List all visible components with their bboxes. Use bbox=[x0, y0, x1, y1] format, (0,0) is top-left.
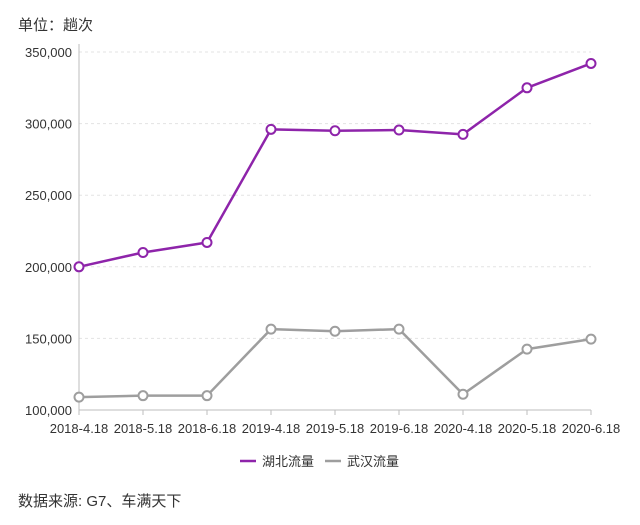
data-point bbox=[265, 323, 277, 335]
legend: 湖北流量 武汉流量 bbox=[240, 454, 399, 469]
series-group bbox=[73, 57, 597, 403]
data-point bbox=[521, 343, 533, 355]
data-point bbox=[137, 246, 149, 258]
y-tick-label: 300,000 bbox=[25, 117, 72, 132]
source-label: 数据来源: G7、车满天下 bbox=[18, 493, 182, 510]
data-point bbox=[585, 57, 597, 69]
data-point bbox=[585, 333, 597, 345]
y-tick-label: 150,000 bbox=[25, 331, 72, 346]
data-point bbox=[73, 261, 85, 273]
x-tick-label: 2020-6.18 bbox=[562, 421, 621, 436]
grid-lines bbox=[79, 51, 591, 339]
data-point bbox=[393, 124, 405, 136]
data-point bbox=[201, 236, 213, 248]
y-axis: 100,000 150,000 200,000 250,000 300,000 350,0… bbox=[25, 44, 80, 418]
data-point bbox=[265, 123, 277, 135]
data-point bbox=[329, 125, 341, 137]
x-tick-label: 2018-6.18 bbox=[178, 421, 237, 436]
data-point bbox=[457, 388, 469, 400]
data-point bbox=[201, 390, 213, 402]
unit-label: 单位：趟次 bbox=[18, 17, 94, 34]
data-point bbox=[329, 325, 341, 337]
x-tick-label: 2019-6.18 bbox=[370, 421, 429, 436]
x-tick-label: 2018-5.18 bbox=[114, 421, 173, 436]
data-point bbox=[137, 390, 149, 402]
x-tick-label: 2019-4.18 bbox=[242, 421, 301, 436]
x-axis: 2018-4.18 2018-5.18 2018-6.18 2019-4.18 2019… bbox=[50, 409, 621, 436]
y-tick-label: 350,000 bbox=[25, 45, 72, 60]
data-point bbox=[73, 391, 85, 403]
y-tick-label: 200,000 bbox=[25, 260, 72, 275]
x-tick-label: 2020-4.18 bbox=[434, 421, 493, 436]
legend-label-1: 湖北流量 bbox=[262, 454, 314, 469]
y-tick-label: 250,000 bbox=[25, 188, 72, 203]
series-line-1 bbox=[78, 62, 592, 269]
data-point bbox=[393, 323, 405, 335]
series-line-2 bbox=[78, 327, 592, 399]
x-tick-label: 2018-4.18 bbox=[50, 421, 109, 436]
legend-label-2: 武汉流量 bbox=[347, 454, 399, 469]
x-tick-label: 2019-5.18 bbox=[306, 421, 365, 436]
data-point bbox=[521, 82, 533, 94]
x-tick-label: 2020-5.18 bbox=[498, 421, 557, 436]
y-tick-label: 100,000 bbox=[25, 403, 72, 418]
data-point bbox=[457, 128, 469, 140]
